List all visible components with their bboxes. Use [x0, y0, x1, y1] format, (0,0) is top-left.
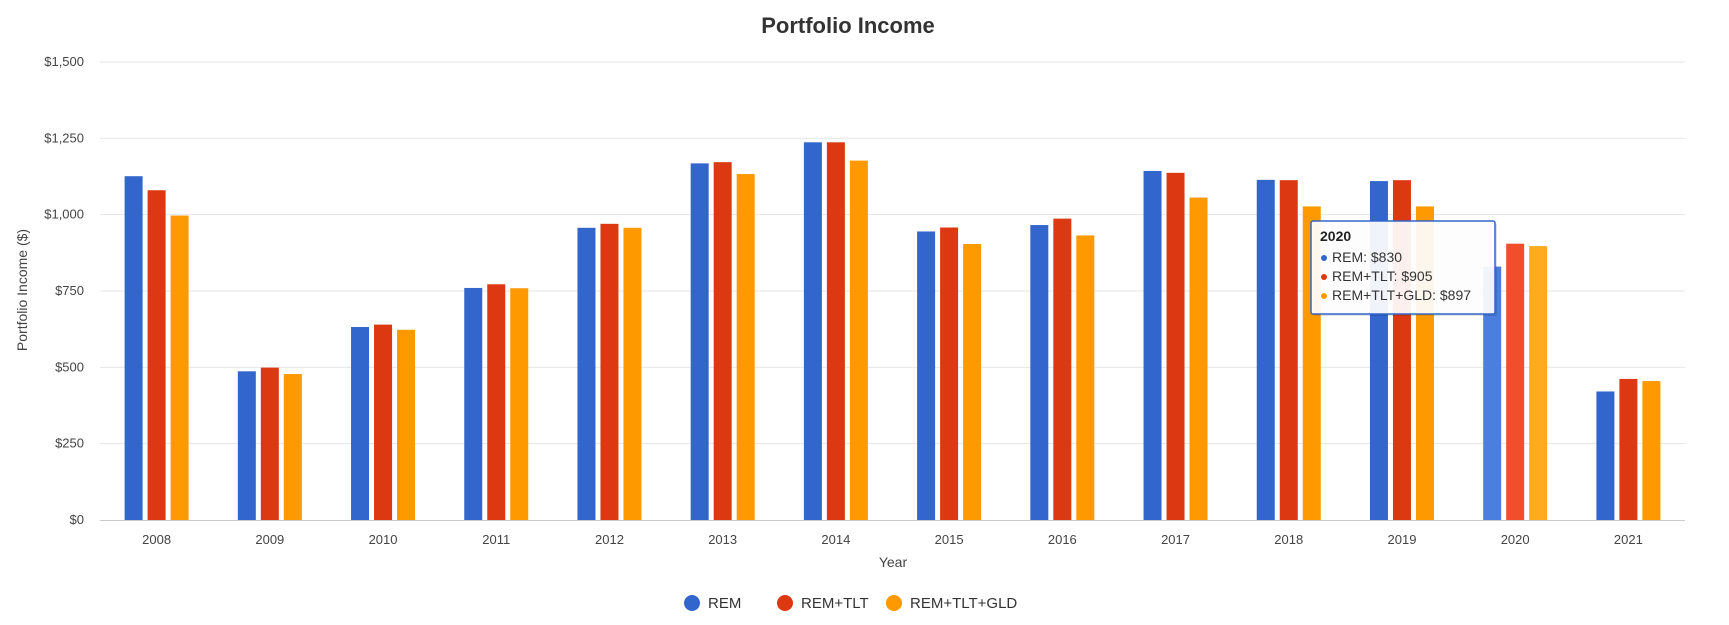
- y-axis-ticks: $0 $250 $500 $750 $1,000 $1,250 $1,500: [44, 54, 84, 527]
- bar-rem-tlt-2008[interactable]: [147, 190, 166, 521]
- y-tick-label: $1,500: [44, 54, 84, 69]
- legend-label: REM+TLT+GLD: [910, 595, 1017, 612]
- legend-marker: [684, 595, 700, 611]
- bar-rem-tlt-gld-2014[interactable]: [849, 160, 868, 520]
- bar-rem-tlt-2014[interactable]: [826, 142, 845, 520]
- x-tick-label: 2020: [1501, 532, 1530, 547]
- bar-rem-2015[interactable]: [917, 231, 936, 520]
- x-tick-label: 2018: [1274, 532, 1303, 547]
- x-tick-label: 2009: [255, 532, 284, 547]
- tooltip-bullet: [1321, 293, 1327, 299]
- bar-rem-tlt-gld-2008[interactable]: [170, 215, 189, 520]
- bar-rem-2012[interactable]: [577, 227, 596, 520]
- bar-rem-tlt-gld-2011[interactable]: [510, 288, 529, 520]
- bar-rem-tlt-2009[interactable]: [260, 367, 279, 520]
- y-tick-label: $1,000: [44, 207, 84, 222]
- x-tick-label: 2015: [935, 532, 964, 547]
- bar-rem-tlt-2017[interactable]: [1166, 172, 1185, 520]
- bar-rem-tlt-gld-2021[interactable]: [1642, 381, 1661, 520]
- y-tick-label: $250: [55, 436, 84, 451]
- bar-rem-2017[interactable]: [1143, 171, 1162, 520]
- x-axis-ticks: 2008 2009 2010 2011 2012 2013 2014 2015 2016 2017…: [142, 532, 1643, 547]
- legend: REM REM+TLT REM+TLT+GLD: [684, 595, 1017, 612]
- bar-rem-tlt-2012[interactable]: [600, 223, 619, 520]
- x-axis-label: Year: [879, 554, 908, 570]
- bars: [124, 142, 1661, 521]
- x-tick-label: 2011: [482, 532, 510, 547]
- bar-rem-2009[interactable]: [237, 371, 256, 520]
- bar-rem-2018[interactable]: [1256, 179, 1275, 520]
- bar-rem-tlt-gld-2016[interactable]: [1076, 235, 1095, 521]
- legend-marker: [886, 595, 902, 611]
- x-tick-label: 2019: [1388, 532, 1417, 547]
- bar-rem-tlt-gld-2017[interactable]: [1189, 197, 1208, 520]
- bar-rem-2020[interactable]: [1483, 266, 1502, 520]
- y-tick-label: $500: [55, 359, 84, 374]
- bar-rem-tlt-2021[interactable]: [1619, 378, 1638, 520]
- legend-marker: [777, 595, 793, 611]
- legend-item-rem[interactable]: REM: [684, 595, 741, 612]
- legend-item-rem-tlt-gld[interactable]: REM+TLT+GLD: [886, 595, 1017, 612]
- tooltip-line: REM: $830: [1332, 249, 1402, 265]
- bar-rem-tlt-gld-2013[interactable]: [736, 174, 755, 521]
- bar-rem-2010[interactable]: [351, 327, 370, 520]
- tooltip-line: REM+TLT+GLD: $897: [1332, 287, 1471, 303]
- bar-rem-2021[interactable]: [1596, 391, 1615, 520]
- chart-title: Portfolio Income: [761, 13, 935, 38]
- y-tick-label: $750: [55, 283, 84, 298]
- tooltip-title: 2020: [1320, 228, 1351, 244]
- tooltip-bullet: [1321, 255, 1327, 261]
- bar-rem-tlt-gld-2020[interactable]: [1529, 246, 1548, 520]
- x-tick-label: 2014: [821, 532, 850, 547]
- bar-rem-tlt-2013[interactable]: [713, 162, 732, 520]
- bar-rem-2014[interactable]: [803, 142, 822, 520]
- bar-rem-tlt-2010[interactable]: [374, 324, 393, 520]
- x-tick-label: 2021: [1614, 532, 1643, 547]
- x-tick-label: 2016: [1048, 532, 1077, 547]
- bar-rem-tlt-2011[interactable]: [487, 284, 506, 520]
- bar-rem-tlt-gld-2015[interactable]: [963, 243, 982, 520]
- x-tick-label: 2013: [708, 532, 737, 547]
- x-tick-label: 2008: [142, 532, 171, 547]
- x-tick-label: 2012: [595, 532, 624, 547]
- y-axis-label: Portfolio Income ($): [14, 229, 30, 351]
- tooltip-line: REM+TLT: $905: [1332, 268, 1433, 284]
- bar-rem-2011[interactable]: [464, 287, 483, 520]
- tooltip-box: [1310, 220, 1496, 315]
- x-tick-label: 2010: [369, 532, 398, 547]
- legend-item-rem-tlt[interactable]: REM+TLT: [777, 595, 869, 612]
- bar-rem-tlt-gld-2009[interactable]: [283, 374, 302, 520]
- tooltip: 2020 REM: $830 REM+TLT: $905 REM+TLT+GLD: $…: [1310, 220, 1497, 316]
- bar-rem-tlt-2016[interactable]: [1053, 218, 1072, 521]
- bar-rem-tlt-2015[interactable]: [940, 227, 959, 520]
- bar-rem-tlt-2018[interactable]: [1279, 180, 1298, 520]
- legend-label: REM+TLT: [801, 595, 869, 612]
- bar-rem-tlt-gld-2010[interactable]: [397, 329, 416, 520]
- bar-rem-tlt-2020[interactable]: [1506, 243, 1525, 520]
- y-tick-label: $1,250: [44, 130, 84, 145]
- x-tick-label: 2017: [1161, 532, 1190, 547]
- bar-rem-2016[interactable]: [1030, 225, 1049, 520]
- bar-rem-2013[interactable]: [690, 163, 709, 520]
- y-tick-label: $0: [70, 512, 84, 527]
- tooltip-bullet: [1321, 274, 1327, 280]
- legend-label: REM: [708, 595, 741, 612]
- bar-rem-tlt-gld-2012[interactable]: [623, 227, 642, 520]
- bar-rem-2008[interactable]: [124, 176, 143, 520]
